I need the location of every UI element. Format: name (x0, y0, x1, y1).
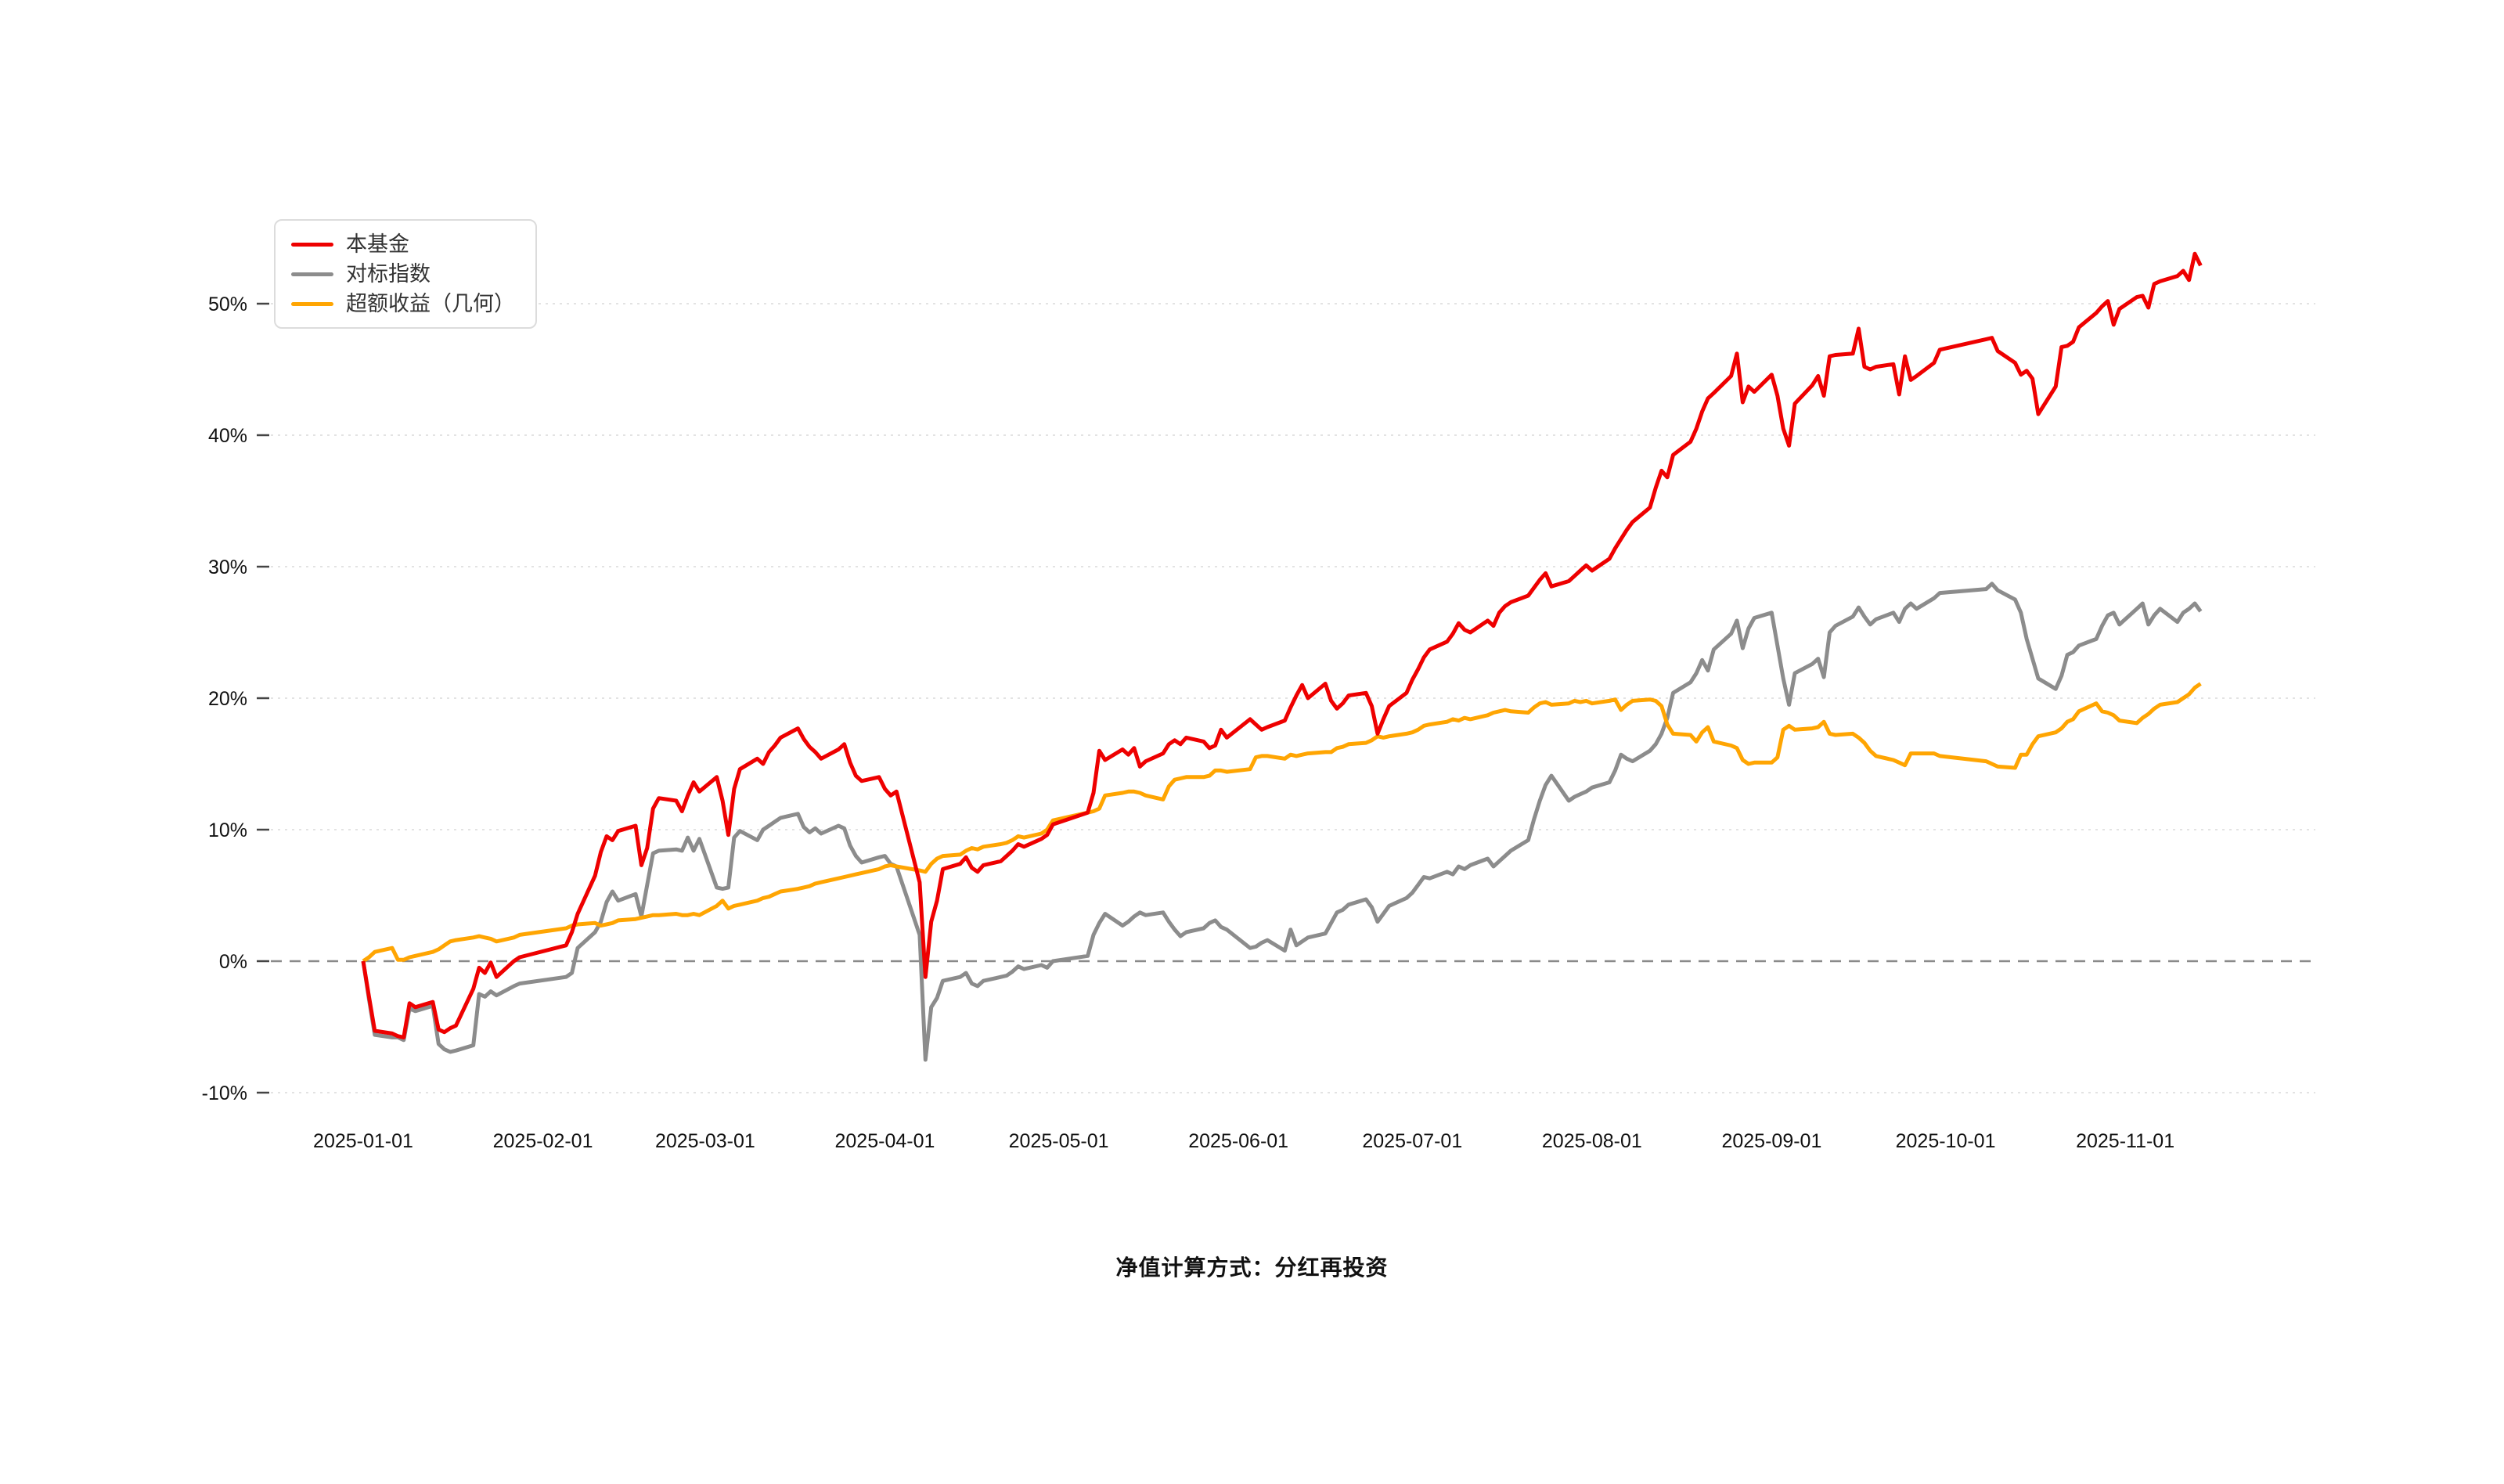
y-axis-label: 40% (208, 425, 247, 447)
series-line-fund (361, 251, 2203, 1039)
fund-line-swatch-icon (291, 242, 333, 247)
y-axis-label: 10% (208, 819, 247, 841)
x-axis-label: 2025-03-01 (655, 1130, 755, 1152)
x-axis-label: 2025-07-01 (1362, 1130, 1462, 1152)
benchmark-line-swatch-icon (291, 272, 333, 276)
x-axis-label: 2025-08-01 (1542, 1130, 1642, 1152)
nav-calculation-note: 净值计算方式：分红再投资 (1115, 1255, 1389, 1280)
y-axis-label: 0% (219, 951, 247, 973)
series-line-benchmark (361, 582, 2203, 1062)
x-axis-label: 2025-11-01 (2076, 1130, 2174, 1152)
x-axis-label: 2025-02-01 (493, 1130, 593, 1152)
y-axis-label: -10% (202, 1082, 247, 1104)
x-axis-label: 2025-05-01 (1009, 1130, 1109, 1152)
x-axis-label: 2025-06-01 (1188, 1130, 1288, 1152)
legend-item-label: 超额收益（几何） (346, 292, 515, 315)
y-axis-label: 30% (208, 556, 247, 578)
y-axis-label: 20% (208, 688, 247, 710)
excess-return-line-swatch-icon (291, 301, 333, 306)
legend-item-excess-return[interactable]: 超额收益（几何） (291, 291, 515, 316)
y-axis-label: 50% (208, 294, 247, 315)
legend-item-label: 本基金 (346, 232, 409, 256)
x-axis-label: 2025-04-01 (835, 1130, 935, 1152)
chart-legend: 本基金 对标指数 超额收益（几何） (274, 219, 537, 329)
x-axis-label: 2025-10-01 (1896, 1130, 1996, 1152)
legend-item-label: 对标指数 (346, 262, 431, 286)
legend-item-benchmark[interactable]: 对标指数 (291, 261, 515, 286)
legend-item-fund[interactable]: 本基金 (291, 232, 515, 257)
x-axis-label: 2025-09-01 (1721, 1130, 1821, 1152)
series-line-excess-return (362, 682, 2202, 964)
x-axis-label: 2025-01-01 (313, 1130, 413, 1152)
